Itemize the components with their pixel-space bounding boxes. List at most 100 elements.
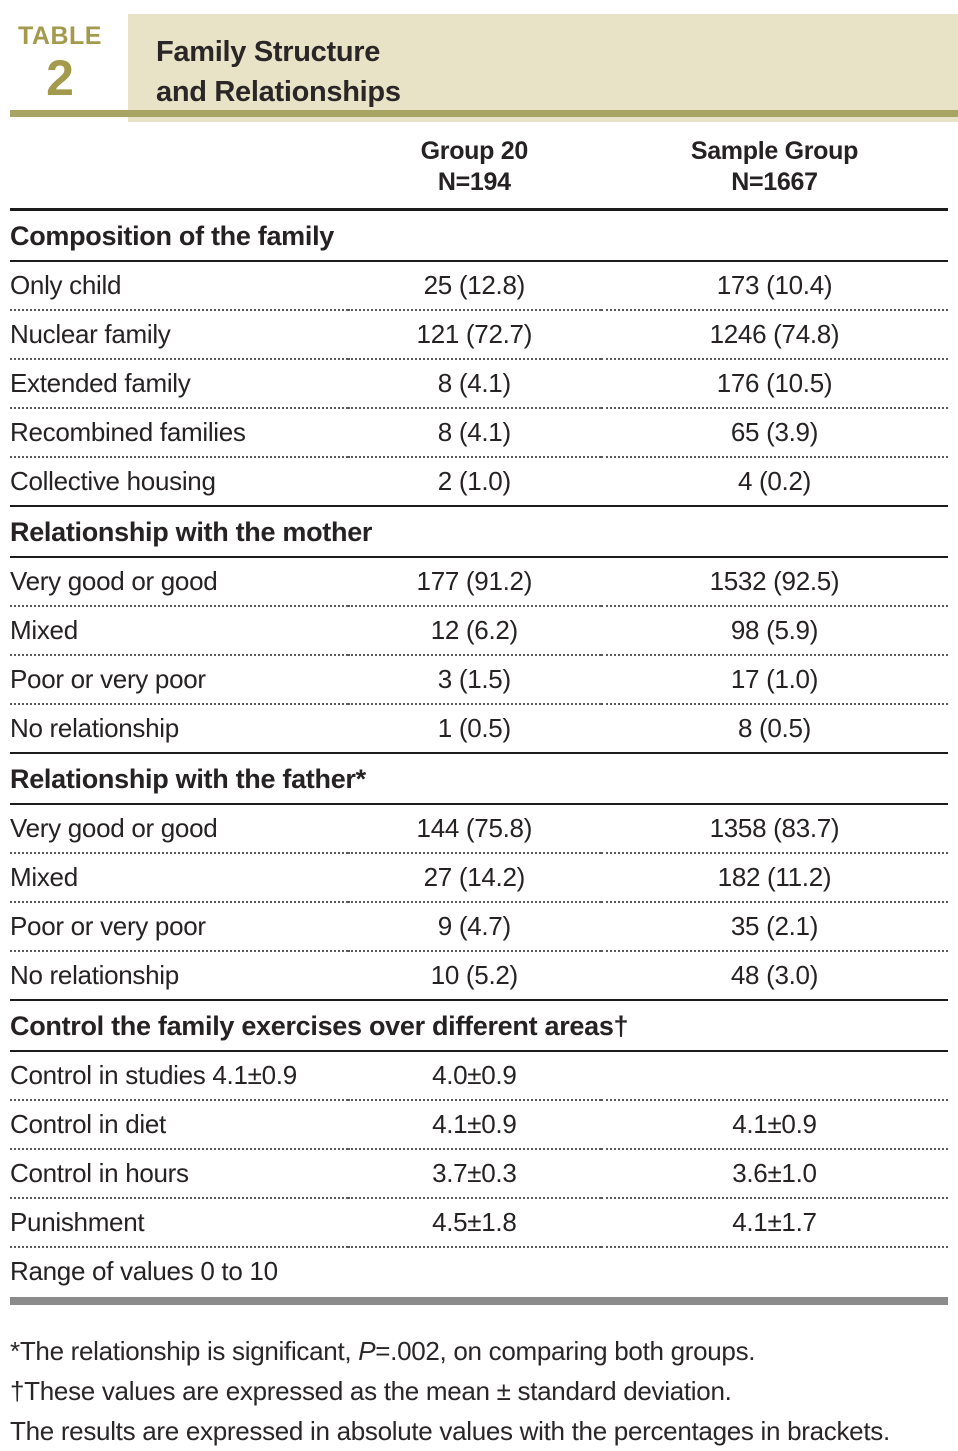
table-kicker: TABLE [18,22,102,50]
value-group20: 121 (72.7) [347,309,601,359]
section-title: Control the family exercises over differ… [10,1011,614,1041]
column-header-row: Group 20 N=194 Sample Group N=1667 [10,122,948,211]
table-row: Very good or good 177 (91.2) 1532 (92.5) [10,556,948,606]
range-note-row: Range of values 0 to 10 [10,1246,948,1297]
row-label: Poor or very poor [10,901,348,951]
value-sample: 173 (10.4) [600,260,948,310]
footnote-text: The results are expressed in absolute va… [10,1416,890,1446]
footnotes: *The relationship is significant, P=.002… [10,1331,948,1451]
table-row: Mixed 27 (14.2) 182 (11.2) [10,852,948,902]
section-header-mother: Relationship with the mother [10,505,948,558]
value-group20: 4.5±1.8 [347,1197,601,1247]
table-header-band: TABLE 2 Family Structure and Relationshi… [0,0,958,122]
row-label: Control in studies 4.1±0.9 [10,1050,348,1100]
footnote-text: These values are expressed as the mean ±… [24,1376,732,1406]
value-group20: 177 (91.2) [347,556,601,606]
column-header-group20: Group 20 N=194 [347,122,601,211]
value-group20: 1 (0.5) [347,703,601,753]
header-beige-band [128,14,958,122]
value-sample: 1246 (74.8) [600,309,948,359]
table-row: Poor or very poor 9 (4.7) 35 (2.1) [10,901,948,951]
p-value-symbol: P [358,1336,376,1366]
family-structure-table: Group 20 N=194 Sample Group N=1667 Compo… [10,122,948,1297]
table-number-block: TABLE 2 [0,22,120,104]
table-row: Nuclear family 121 (72.7) 1246 (74.8) [10,309,948,359]
section-title: Relationship with the father [10,764,356,794]
footnote-significance: *The relationship is significant, P=.002… [10,1331,948,1371]
table-title-line1: Family Structure [156,36,381,68]
value-sample: 8 (0.5) [600,703,948,753]
value-group20: 9 (4.7) [347,901,601,951]
section-header-composition: Composition of the family [10,208,948,262]
value-group20: 4.1±0.9 [347,1099,601,1149]
value-sample: 48 (3.0) [600,950,948,1000]
row-label: Control in hours [10,1148,348,1198]
row-label: Recombined families [10,407,348,457]
row-label: Collective housing [10,456,348,506]
column-header-empty [10,122,348,211]
value-group20: 8 (4.1) [347,407,601,457]
value-sample: 1358 (83.7) [600,803,948,853]
value-sample: 17 (1.0) [600,654,948,704]
value-sample: 176 (10.5) [600,358,948,408]
column-header-sample: Sample Group N=1667 [600,122,948,211]
value-sample: 1532 (92.5) [600,556,948,606]
row-label: Extended family [10,358,348,408]
row-label: Punishment [10,1197,348,1247]
row-label: No relationship [10,950,348,1000]
table-row: Extended family 8 (4.1) 176 (10.5) [10,358,948,408]
column-name: Group 20 [420,137,529,165]
asterisk-marker: * [355,764,367,794]
footnote-text: =.002, on comparing both groups. [375,1336,756,1366]
column-n: N=1667 [731,168,818,196]
table-row: Control in studies 4.1±0.9 4.0±0.9 [10,1050,948,1100]
value-sample: 3.6±1.0 [600,1148,948,1198]
table-row: Mixed 12 (6.2) 98 (5.9) [10,605,948,655]
value-sample: 65 (3.9) [600,407,948,457]
row-label: Mixed [10,852,348,902]
value-group20: 10 (5.2) [347,950,601,1000]
footnote-mean-sd: †These values are expressed as the mean … [10,1371,948,1411]
footnote-results: The results are expressed in absolute va… [10,1411,948,1451]
footnote-text: The relationship is significant, [19,1336,359,1366]
section-header-control: Control the family exercises over differ… [10,999,948,1052]
range-note: Range of values 0 to 10 [10,1246,948,1297]
table-row: Only child 25 (12.8) 173 (10.4) [10,260,948,310]
asterisk-marker: * [10,1336,20,1366]
value-group20: 12 (6.2) [347,605,601,655]
table-row: Poor or very poor 3 (1.5) 17 (1.0) [10,654,948,704]
table-row: Punishment 4.5±1.8 4.1±1.7 [10,1197,948,1247]
value-sample: 4 (0.2) [600,456,948,506]
table-bottom-bar [10,1297,948,1305]
row-label: Nuclear family [10,309,348,359]
section-header-father: Relationship with the father* [10,752,948,805]
column-n: N=194 [437,168,511,196]
value-group20: 25 (12.8) [347,260,601,310]
dagger-marker: † [613,1011,629,1041]
value-sample [600,1050,948,1100]
column-name: Sample Group [690,137,859,165]
value-group20: 4.0±0.9 [347,1050,601,1100]
value-group20: 8 (4.1) [347,358,601,408]
table-row: Recombined families 8 (4.1) 65 (3.9) [10,407,948,457]
table-row: No relationship 1 (0.5) 8 (0.5) [10,703,948,753]
value-group20: 144 (75.8) [347,803,601,853]
table-row: Collective housing 2 (1.0) 4 (0.2) [10,456,948,506]
value-group20: 3 (1.5) [347,654,601,704]
value-sample: 182 (11.2) [600,852,948,902]
table-row: No relationship 10 (5.2) 48 (3.0) [10,950,948,1000]
table-row: Very good or good 144 (75.8) 1358 (83.7) [10,803,948,853]
value-sample: 4.1±0.9 [600,1099,948,1149]
row-label: Control in diet [10,1099,348,1149]
table-title: Family Structure and Relationships [156,32,401,112]
header-olive-rule [10,110,958,117]
value-sample: 98 (5.9) [600,605,948,655]
value-sample: 35 (2.1) [600,901,948,951]
dagger-marker: † [10,1376,25,1406]
section-title: Relationship with the mother [10,517,373,547]
section-title: Composition of the family [10,221,335,251]
row-label: Only child [10,260,348,310]
value-group20: 3.7±0.3 [347,1148,601,1198]
row-label: No relationship [10,703,348,753]
